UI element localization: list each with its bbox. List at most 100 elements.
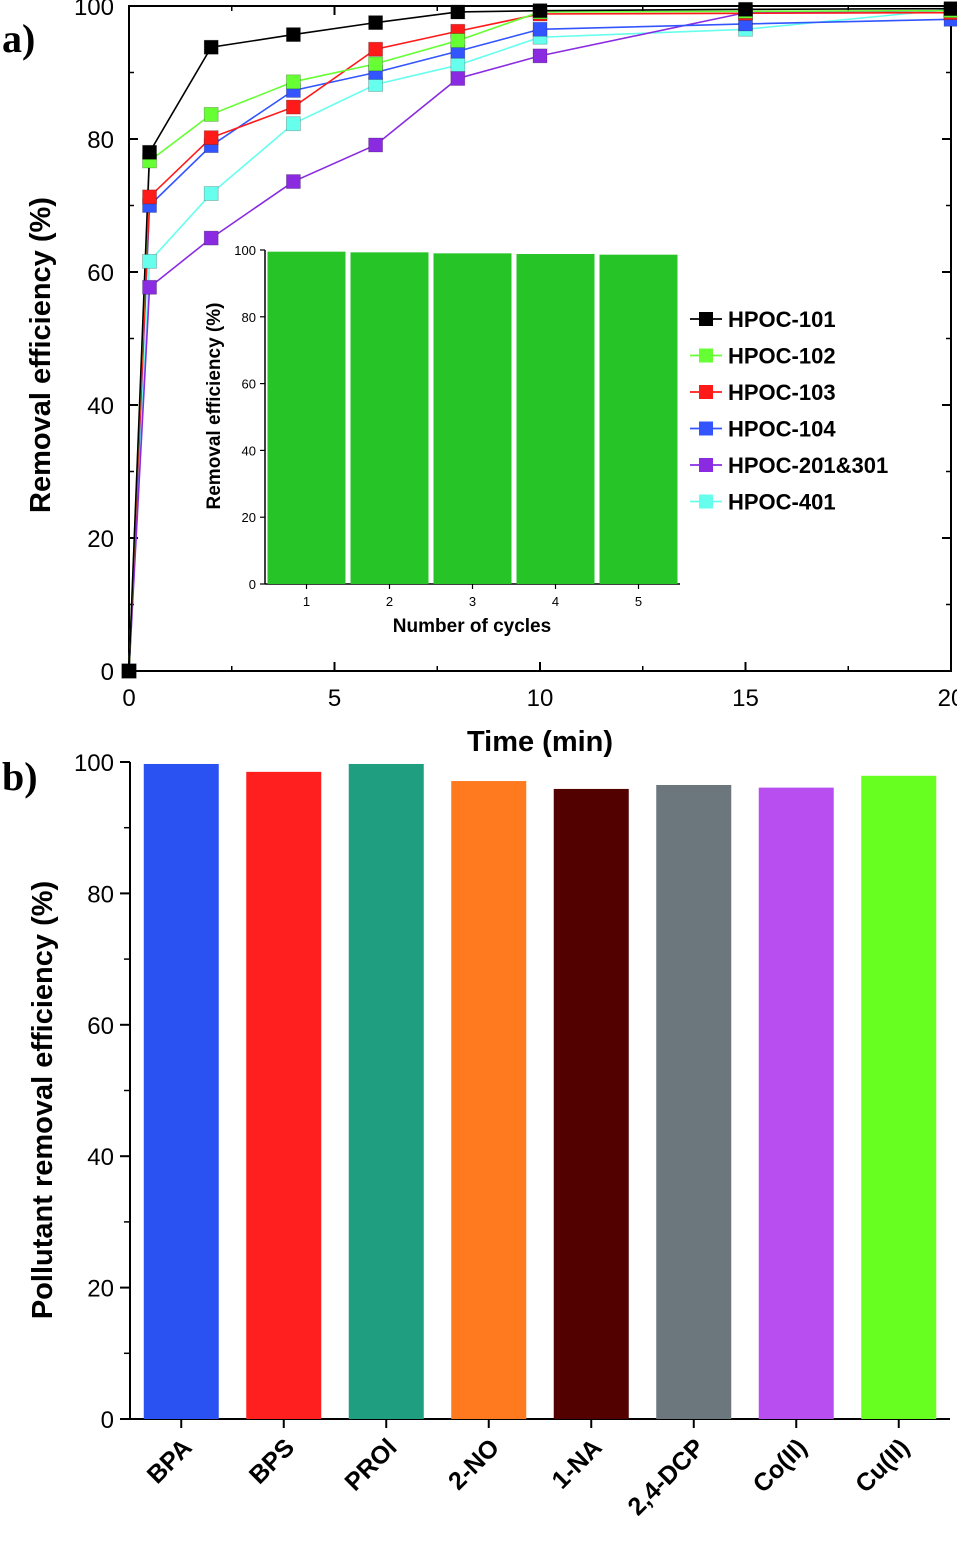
chart-a-x-tick-label: 0: [122, 685, 135, 712]
series-point-hpoc-102: [368, 56, 384, 72]
series-point-hpoc-102: [450, 33, 466, 48]
legend-marker-hpoc-103: [699, 385, 713, 399]
inset-y-tick-label: 80: [242, 310, 256, 325]
inset-bar: [433, 253, 512, 584]
legend-marker-hpoc-104: [699, 421, 713, 436]
chart-a: 05101520020406080100: [74, 0, 957, 712]
category-label-bpa: BPA: [142, 1433, 198, 1489]
chart-a-y-tick-label: 80: [87, 127, 114, 154]
chart-a-x-tick-label: 10: [527, 685, 554, 712]
series-point-hpoc-401: [142, 253, 157, 269]
bar-2-no: [451, 781, 527, 1419]
series-point-hpoc-101: [203, 39, 219, 55]
inset-y-tick-label: 0: [249, 577, 256, 592]
inset-x-tick-label: 2: [386, 594, 393, 609]
series-point-hpoc-101: [121, 663, 137, 679]
category-label-cu(ii): Cu(II): [850, 1433, 915, 1498]
series-point-hpoc-101: [532, 3, 548, 19]
legend-marker-hpoc-101: [699, 312, 713, 326]
inset-x-tick-label: 1: [303, 594, 310, 609]
chart-b: 0 20 40 60 80 100 BPA BPS PROl 2-NO 1-NA 2,4-DCP Co(…: [74, 750, 950, 1521]
series-point-hpoc-103: [203, 130, 219, 146]
inset-y-tick-label: 60: [242, 377, 256, 392]
legend-marker-hpoc-401: [699, 494, 713, 509]
chart-a-x-tick-label: 5: [328, 685, 341, 712]
category-label-2-no: 2-NO: [443, 1433, 505, 1495]
inset-bar: [599, 254, 678, 584]
inset-y-tick-label: 40: [242, 443, 256, 458]
series-point-hpoc-102: [285, 74, 301, 90]
inset-bar: [516, 254, 595, 584]
category-label-bps: BPS: [244, 1433, 300, 1489]
series-point-hpoc-201&301: [285, 174, 301, 189]
legend-label-hpoc-104: HPOC-104: [728, 417, 836, 442]
bar-cu(ii): [861, 775, 937, 1419]
category-label-co(ii): Co(II): [748, 1433, 813, 1498]
inset-x-tick-label: 4: [552, 594, 559, 609]
series-point-hpoc-101: [285, 27, 301, 42]
series-point-hpoc-103: [368, 41, 384, 57]
legend-marker-hpoc-201&301: [699, 458, 713, 472]
chart-a-y-axis-title: Removal efficiency (%): [25, 197, 57, 513]
series-point-hpoc-103: [142, 189, 157, 205]
inset-x-tick-label: 5: [635, 594, 642, 609]
panel-a-label: a): [2, 16, 35, 61]
bar-bps: [246, 771, 322, 1419]
chart-a-x-tick-label: 15: [732, 685, 759, 712]
chart-a-y-tick-label: 100: [74, 0, 114, 21]
series-point-hpoc-201&301: [368, 137, 384, 153]
series-point-hpoc-102: [203, 106, 219, 122]
chart-a-y-tick-label: 0: [101, 659, 114, 686]
bar-1-na: [553, 788, 629, 1419]
category-label-1-na: 1-NA: [546, 1433, 607, 1494]
legend-label-hpoc-102: HPOC-102: [728, 344, 836, 369]
inset-x-axis-title: Number of cycles: [393, 616, 551, 637]
chart-a-x-axis-title: Time (min): [467, 726, 613, 758]
series-point-hpoc-201&301: [203, 230, 219, 246]
category-label-prol: PROl: [339, 1433, 402, 1496]
inset-chart: 0 20 40 60 80 100 1 2 3 4 5: [234, 240, 683, 640]
chart-b-y-tick-label: 0: [101, 1407, 114, 1434]
chart-a-y-tick-label: 60: [87, 260, 114, 287]
inset-y-axis-title: Removal efficiency (%): [204, 303, 225, 510]
series-point-hpoc-201&301: [532, 48, 548, 64]
chart-b-y-tick-label: 60: [87, 1013, 114, 1040]
series-point-hpoc-101: [368, 15, 384, 31]
legend-label-hpoc-201&301: HPOC-201&301: [728, 453, 888, 478]
bar-2,4-dcp: [656, 784, 732, 1419]
series-point-hpoc-101: [943, 1, 957, 17]
series-point-hpoc-101: [142, 144, 157, 160]
chart-b-y-tick-label: 40: [87, 1144, 114, 1171]
inset-x-tick-label: 3: [469, 594, 476, 609]
inset-bar: [267, 251, 346, 585]
chart-b-y-tick-label: 80: [87, 881, 114, 908]
series-point-hpoc-103: [285, 99, 301, 115]
inset-y-tick-label: 100: [234, 243, 256, 258]
series-point-hpoc-201&301: [450, 71, 466, 86]
chart-a-y-tick-label: 40: [87, 393, 114, 420]
series-point-hpoc-201&301: [142, 279, 157, 295]
chart-b-y-tick-label: 20: [87, 1276, 114, 1303]
chart-a-legend: HPOC-101 HPOC-102 HPOC-103 HPOC-104 HPOC-201…: [690, 307, 888, 515]
series-point-hpoc-104: [532, 21, 548, 37]
panel-b-label: b): [2, 754, 38, 799]
legend-label-hpoc-103: HPOC-103: [728, 380, 836, 405]
legend-label-hpoc-101: HPOC-101: [728, 307, 836, 332]
legend-marker-hpoc-102: [699, 348, 713, 363]
chart-b-y-axis-title: Pollutant removal efficiency (%): [27, 881, 59, 1319]
category-label-2,4-dcp: 2,4-DCP: [622, 1433, 710, 1521]
chart-a-x-tick-label: 20: [938, 685, 957, 712]
series-point-hpoc-401: [450, 57, 466, 73]
series-point-hpoc-401: [285, 116, 301, 132]
series-point-hpoc-101: [450, 4, 466, 20]
inset-bar: [350, 252, 429, 584]
chart-b-y-tick-label: 100: [74, 750, 114, 777]
series-point-hpoc-401: [203, 186, 219, 201]
legend-label-hpoc-401: HPOC-401: [728, 490, 836, 515]
bar-prol: [348, 763, 424, 1419]
inset-y-tick-label: 20: [242, 510, 256, 525]
bar-co(ii): [758, 787, 834, 1419]
bar-bpa: [143, 763, 219, 1419]
chart-a-y-tick-label: 20: [87, 526, 114, 553]
